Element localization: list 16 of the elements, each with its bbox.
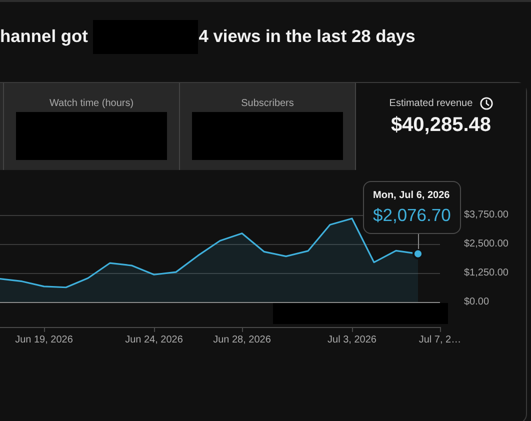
category-label: Estimated revenue bbox=[389, 98, 473, 108]
x-tick-label: Jul 3, 2026 bbox=[328, 334, 377, 346]
tooltip: Mon, Jul 6, 2026 $2,076.70 bbox=[363, 180, 461, 249]
chart-title: hannel got 4 views in the last 28 days bbox=[0, 26, 416, 46]
x-tick-label: Jul 7, 2… bbox=[418, 334, 462, 346]
y-tick-label: $3,750.00 bbox=[464, 210, 509, 220]
category-label: Subscribers bbox=[241, 98, 294, 108]
category-label: Watch time (hours) bbox=[49, 98, 134, 108]
x-tick-label: Jun 19, 2026 bbox=[15, 334, 74, 346]
x-tick-label: Jun 24, 2026 bbox=[125, 334, 184, 346]
y-tick-label: $1,250.00 bbox=[464, 268, 509, 278]
y-tick-label: $0.00 bbox=[464, 296, 490, 308]
y-tick-label: $2,500.00 bbox=[464, 238, 509, 250]
x-tick-label: Jun 28, 2026 bbox=[213, 334, 272, 346]
annotation: $2,076.70 bbox=[373, 204, 451, 226]
text: $40,285.48 bbox=[390, 114, 492, 136]
